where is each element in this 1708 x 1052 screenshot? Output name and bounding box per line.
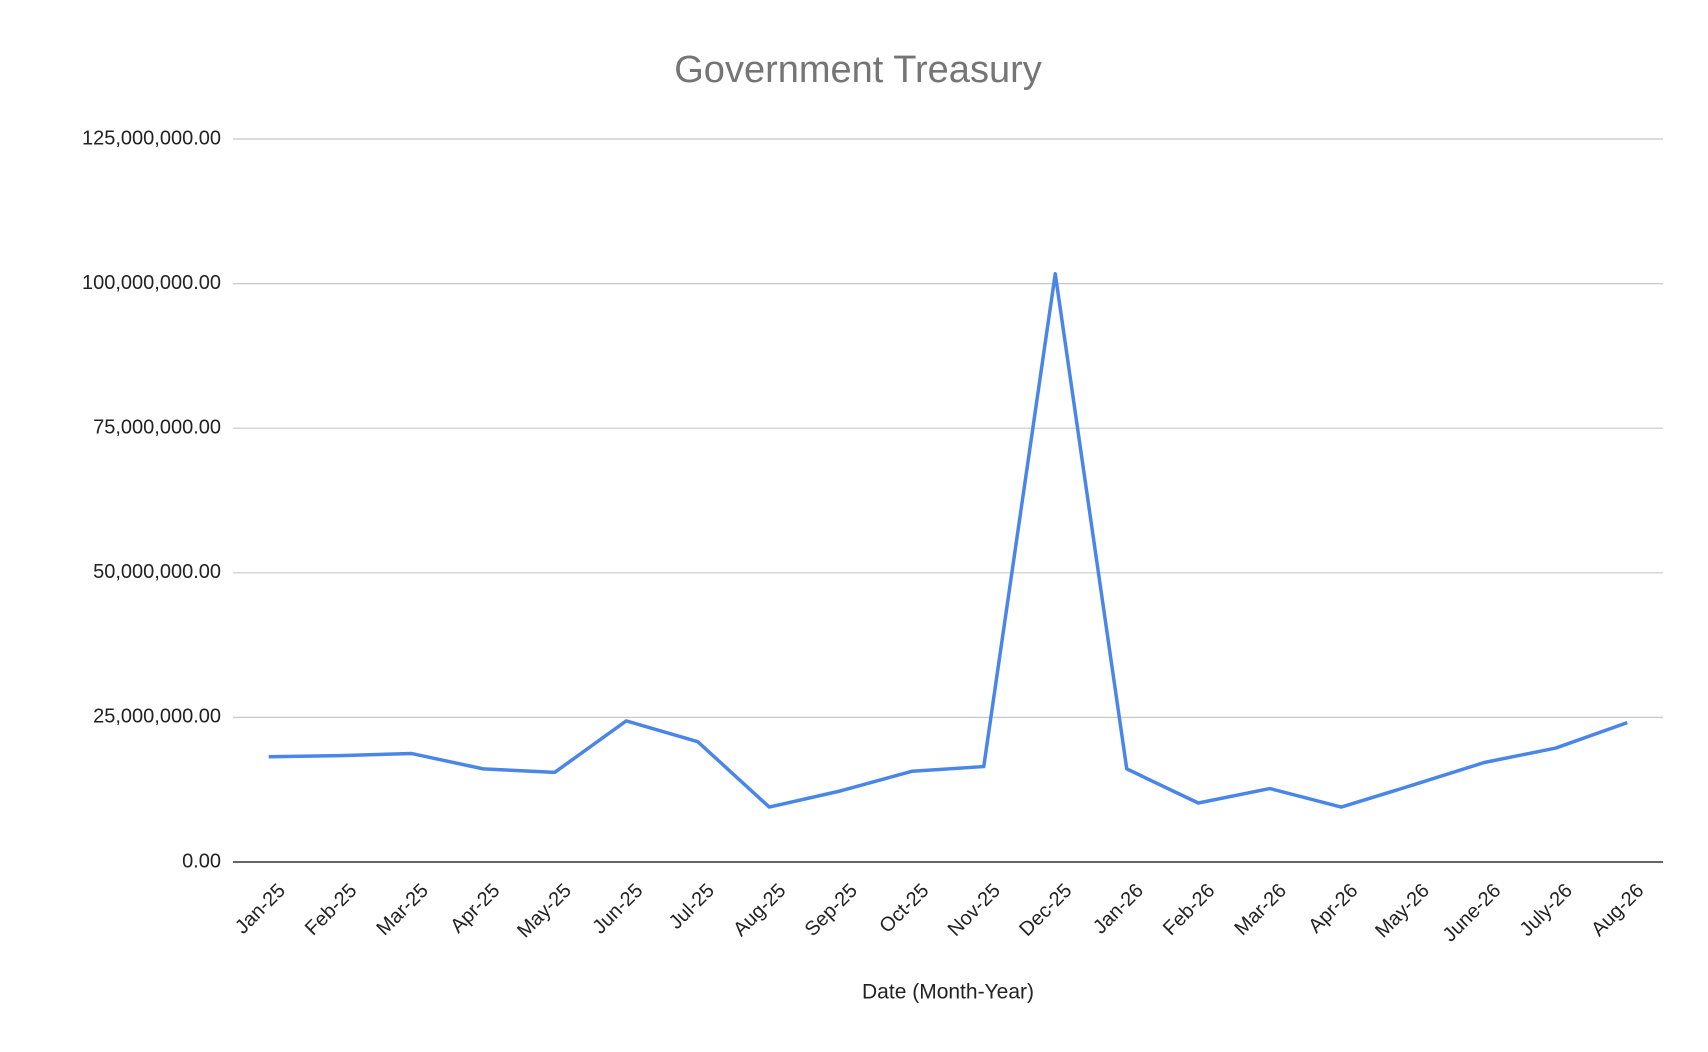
x-tick-label: Feb-25 xyxy=(301,880,361,940)
x-tick-label: Sep-25 xyxy=(801,880,862,941)
y-tick-label: 0.00 xyxy=(182,850,221,872)
x-tick-label: June-26 xyxy=(1439,880,1506,947)
x-tick-label: Mar-25 xyxy=(373,880,433,940)
x-tick-label: Feb-26 xyxy=(1159,880,1219,940)
y-tick-label: 100,000,000.00 xyxy=(82,272,221,294)
data-line xyxy=(268,272,1628,809)
x-tick-label: July-26 xyxy=(1516,880,1577,941)
y-tick-label: 50,000,000.00 xyxy=(93,561,221,583)
x-tick-label: Apr-25 xyxy=(446,880,504,938)
x-tick-label: Aug-25 xyxy=(729,880,790,941)
x-tick-label: Apr-26 xyxy=(1304,880,1362,938)
y-tick-label: 125,000,000.00 xyxy=(82,127,221,149)
x-tick-label: Jan-26 xyxy=(1089,880,1148,939)
y-tick-label: 75,000,000.00 xyxy=(93,416,221,438)
x-tick-label: May-26 xyxy=(1371,880,1434,943)
x-axis-title: Date (Month-Year) xyxy=(862,981,1034,1004)
x-tick-label: Jul-25 xyxy=(665,880,719,934)
x-tick-label: Dec-25 xyxy=(1015,880,1076,941)
x-tick-label: Jun-25 xyxy=(589,880,648,939)
chart-title: Government Treasury xyxy=(674,49,1041,91)
x-tick-label: Nov-25 xyxy=(944,880,1005,941)
x-tick-label: Mar-26 xyxy=(1231,880,1291,940)
x-tick-label: Aug-26 xyxy=(1587,880,1648,941)
x-tick-label: Jan-25 xyxy=(231,880,290,939)
y-tick-label: 25,000,000.00 xyxy=(93,706,221,728)
x-tick-label: May-25 xyxy=(513,880,576,943)
x-tick-label: Oct-25 xyxy=(875,880,933,938)
